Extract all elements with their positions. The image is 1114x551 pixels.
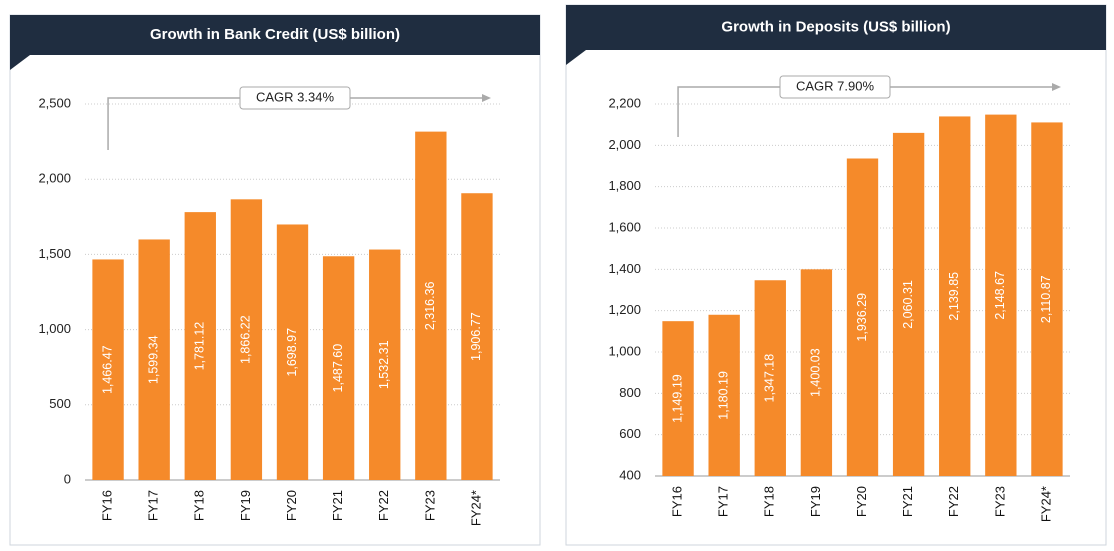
value-label: 1,866.22 <box>239 315 253 364</box>
bar <box>230 199 263 481</box>
bar <box>184 212 216 480</box>
value-label: 2,139.85 <box>947 272 961 321</box>
bar <box>939 116 971 476</box>
arrow-head <box>1052 83 1061 91</box>
bar <box>708 314 740 476</box>
value-label: 2,110.87 <box>1039 275 1053 323</box>
x-tick-label: FY23 <box>992 486 1007 517</box>
x-tick-label: FY23 <box>422 490 437 521</box>
value-label: 1,698.97 <box>285 328 299 377</box>
value-label: 1,936.29 <box>855 293 869 342</box>
value-label: 1,599.34 <box>146 335 160 384</box>
x-tick-label: FY17 <box>146 490 161 521</box>
y-tick-label: 1,200 <box>608 302 641 317</box>
y-tick-label: 400 <box>619 467 641 482</box>
x-tick-label: FY21 <box>900 486 915 517</box>
chart-title: Growth in Deposits (US$ billion) <box>721 18 950 35</box>
bar <box>322 256 355 480</box>
annotation: CAGR 7.90% <box>796 78 874 93</box>
y-tick-label: 600 <box>619 426 641 441</box>
value-label: 1,180.19 <box>716 371 730 420</box>
y-tick-label: 0 <box>64 471 71 486</box>
x-tick-label: FY19 <box>238 490 253 521</box>
y-tick-label: 2,500 <box>38 95 71 110</box>
bar <box>846 158 879 476</box>
bar <box>754 280 786 476</box>
x-tick-label: FY20 <box>284 490 299 521</box>
bar <box>92 259 124 480</box>
bar <box>415 131 447 481</box>
bar <box>461 193 493 480</box>
value-label: 1,466.47 <box>100 345 114 394</box>
annotation: CAGR 3.34% <box>256 89 334 104</box>
header-fold <box>566 50 586 65</box>
value-label: 1,906.77 <box>469 312 483 361</box>
y-tick-label: 1,600 <box>608 219 641 234</box>
value-label: 2,316.36 <box>423 281 437 330</box>
bar <box>138 239 170 480</box>
x-tick-label: FY16 <box>669 486 684 517</box>
bar <box>662 321 694 476</box>
y-tick-label: 2,200 <box>608 95 641 110</box>
cagr-arrow <box>677 86 1052 137</box>
x-tick-label: FY16 <box>99 490 114 521</box>
bar <box>800 269 833 476</box>
panel-header <box>10 15 540 55</box>
value-label: 1,532.31 <box>377 340 391 389</box>
value-label: 1,781.12 <box>193 322 207 371</box>
value-label: 1,347.18 <box>763 354 777 403</box>
panel-header <box>566 5 1106 50</box>
x-tick-label: FY24* <box>468 490 483 526</box>
y-tick-label: 1,000 <box>608 343 641 358</box>
value-label: 2,148.67 <box>993 271 1007 320</box>
x-tick-label: FY24* <box>1038 486 1053 522</box>
y-tick-label: 1,500 <box>38 246 71 261</box>
y-tick-label: 500 <box>49 396 71 411</box>
value-label: 1,400.03 <box>809 348 823 397</box>
y-tick-label: 1,800 <box>608 178 641 193</box>
bar <box>276 224 309 480</box>
x-tick-label: FY18 <box>192 490 207 521</box>
value-label: 1,149.19 <box>670 374 684 423</box>
x-tick-label: FY17 <box>716 486 731 517</box>
annotation-box <box>239 86 351 110</box>
x-tick-label: FY21 <box>330 490 345 521</box>
x-tick-label: FY22 <box>946 486 961 517</box>
y-tick-label: 800 <box>619 385 641 400</box>
x-tick-label: FY22 <box>376 490 391 521</box>
arrow-head <box>482 94 491 102</box>
header-fold <box>10 55 30 70</box>
bar <box>1031 122 1063 476</box>
y-tick-label: 1,400 <box>608 261 641 276</box>
bar <box>892 132 925 476</box>
value-label: 1,487.60 <box>331 344 345 393</box>
x-tick-label: FY19 <box>808 486 823 517</box>
cagr-arrow <box>107 97 482 150</box>
x-tick-label: FY18 <box>762 486 777 517</box>
y-tick-label: 2,000 <box>608 137 641 152</box>
chart-title: Growth in Bank Credit (US$ billion) <box>150 26 400 43</box>
value-label: 2,060.31 <box>901 280 915 329</box>
y-tick-label: 1,000 <box>38 321 71 336</box>
bar <box>985 114 1017 476</box>
bar <box>369 249 401 480</box>
x-tick-label: FY20 <box>854 486 869 517</box>
y-tick-label: 2,000 <box>38 171 71 186</box>
annotation-box <box>779 75 891 99</box>
